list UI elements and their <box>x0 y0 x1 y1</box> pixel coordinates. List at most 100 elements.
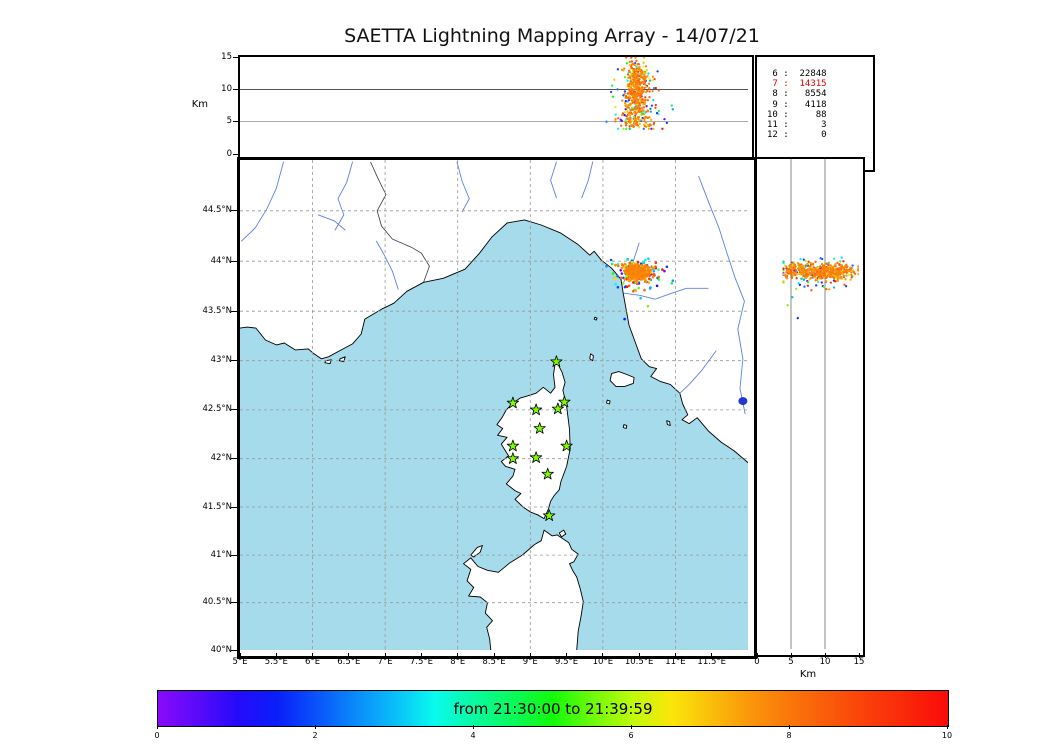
river-line <box>334 161 353 231</box>
altitude-tick-label: 10 <box>221 83 232 94</box>
rivers <box>241 161 746 415</box>
land-shape <box>496 359 571 520</box>
graticule <box>240 160 748 650</box>
land-shape <box>240 160 748 464</box>
tick-mark <box>348 653 350 658</box>
longitude-tick-label: 6.5°E <box>337 657 361 667</box>
tick-mark <box>602 653 604 658</box>
latitude-tick-label: 40°N <box>210 644 232 655</box>
land-shape <box>606 399 611 405</box>
tick-mark <box>472 725 474 729</box>
tick-mark <box>420 653 422 658</box>
map-panel <box>237 157 757 659</box>
colorbar-tick-label: 6 <box>628 731 634 740</box>
tick-mark <box>231 458 237 460</box>
latitude-tick-label: 41°N <box>210 549 232 560</box>
station-count-row: 9 : 4118 <box>767 99 827 110</box>
station-count-row: 7 : 14315 <box>767 79 827 90</box>
longitude-tick-label: 11°E <box>665 657 686 667</box>
tick-mark <box>231 554 237 556</box>
latitude-tick-label: 43°N <box>210 355 232 366</box>
tick-mark <box>239 653 241 658</box>
station-marker <box>558 395 571 408</box>
station-level-counts-panel: 6 : 22848 7 : 14315 8 : 8554 9 : 4118 10 … <box>755 55 875 172</box>
river-line <box>623 287 709 300</box>
latitude-tick-label: 42.5°N <box>202 404 232 415</box>
right-km-axis-label: Km <box>799 669 817 680</box>
station-count-row: 11 : 3 <box>767 120 827 131</box>
altitude-axis-label: Km <box>191 99 208 110</box>
tick-mark <box>674 653 676 658</box>
tick-mark <box>231 506 237 508</box>
altitude-tick-label: 15 <box>221 51 232 62</box>
right-km-tick-label: 15 <box>853 657 865 667</box>
river-line <box>698 175 746 415</box>
station-marker <box>506 439 519 452</box>
longitude-tick-label: 8°E <box>450 657 466 667</box>
station-marker <box>543 509 556 521</box>
tick-mark <box>946 725 948 729</box>
latitude-tick-label: 41.5°N <box>202 501 232 512</box>
right-km-tick-label: 5 <box>788 657 794 667</box>
latitude-tick-label: 44°N <box>210 255 232 266</box>
latitude-tick-label: 43.5°N <box>202 305 232 316</box>
tick-mark <box>156 725 158 729</box>
tick-mark <box>790 653 792 658</box>
station-marker <box>551 402 564 415</box>
lightning-points-alt-lat <box>782 256 859 320</box>
altitude-tick-label: 5 <box>226 116 232 127</box>
station-marker <box>560 439 573 452</box>
tick-mark <box>231 649 237 651</box>
figure-title: SAETTA Lightning Mapping Array - 14/07/2… <box>344 25 760 47</box>
right-km-tick-label: 0 <box>754 657 760 667</box>
longitude-tick-label: 9°E <box>522 657 538 667</box>
station-marker <box>506 396 519 409</box>
river-line <box>317 214 346 231</box>
tick-mark <box>231 260 237 262</box>
station-count-row: 8 : 8554 <box>767 89 827 100</box>
border-line <box>370 161 430 283</box>
lma-stations <box>506 355 573 521</box>
tick-mark <box>233 88 238 90</box>
altitude-latitude-plot <box>782 159 859 649</box>
tick-mark <box>231 360 237 362</box>
altitude-tick-label: 0 <box>226 148 232 159</box>
station-count-row: 12 : 0 <box>767 130 827 141</box>
altitude-longitude-plot <box>240 57 748 130</box>
colorbar-tick-label: 0 <box>154 731 160 740</box>
tick-mark <box>312 653 314 658</box>
tick-mark <box>493 653 495 658</box>
tick-mark <box>529 653 531 658</box>
tick-mark <box>275 653 277 658</box>
tick-mark <box>630 725 632 729</box>
tick-mark <box>756 653 758 658</box>
river-line <box>241 161 284 242</box>
longitude-tick-label: 9.5°E <box>554 657 579 667</box>
station-marker <box>530 451 543 463</box>
land-shape <box>589 353 594 362</box>
longitude-tick-label: 7°E <box>377 657 393 667</box>
colorbar-time-label: from 21:30:00 to 21:39:59 <box>453 699 653 718</box>
station-marker <box>550 355 563 367</box>
tick-mark <box>233 56 238 58</box>
latitude-tick-label: 44.5°N <box>202 205 232 216</box>
lake <box>738 397 748 406</box>
tick-mark <box>231 409 237 411</box>
land-shape <box>470 545 483 558</box>
land-shape <box>593 316 598 321</box>
land-shape <box>609 371 635 387</box>
station-marker <box>533 422 546 434</box>
longitude-tick-label: 10.5°E <box>624 657 654 667</box>
tick-mark <box>231 310 237 312</box>
tick-mark <box>788 725 790 729</box>
longitude-tick-label: 11.5°E <box>697 657 726 667</box>
tick-mark <box>858 653 860 658</box>
river-line <box>456 161 470 213</box>
lightning-points-map <box>605 257 675 321</box>
river-line <box>375 240 399 290</box>
station-marker <box>530 403 543 416</box>
latitude-tick-label: 40.5°N <box>202 597 232 608</box>
colorbar-tick-label: 2 <box>312 731 318 740</box>
colorbar: from 21:30:00 to 21:39:59 <box>157 690 949 727</box>
